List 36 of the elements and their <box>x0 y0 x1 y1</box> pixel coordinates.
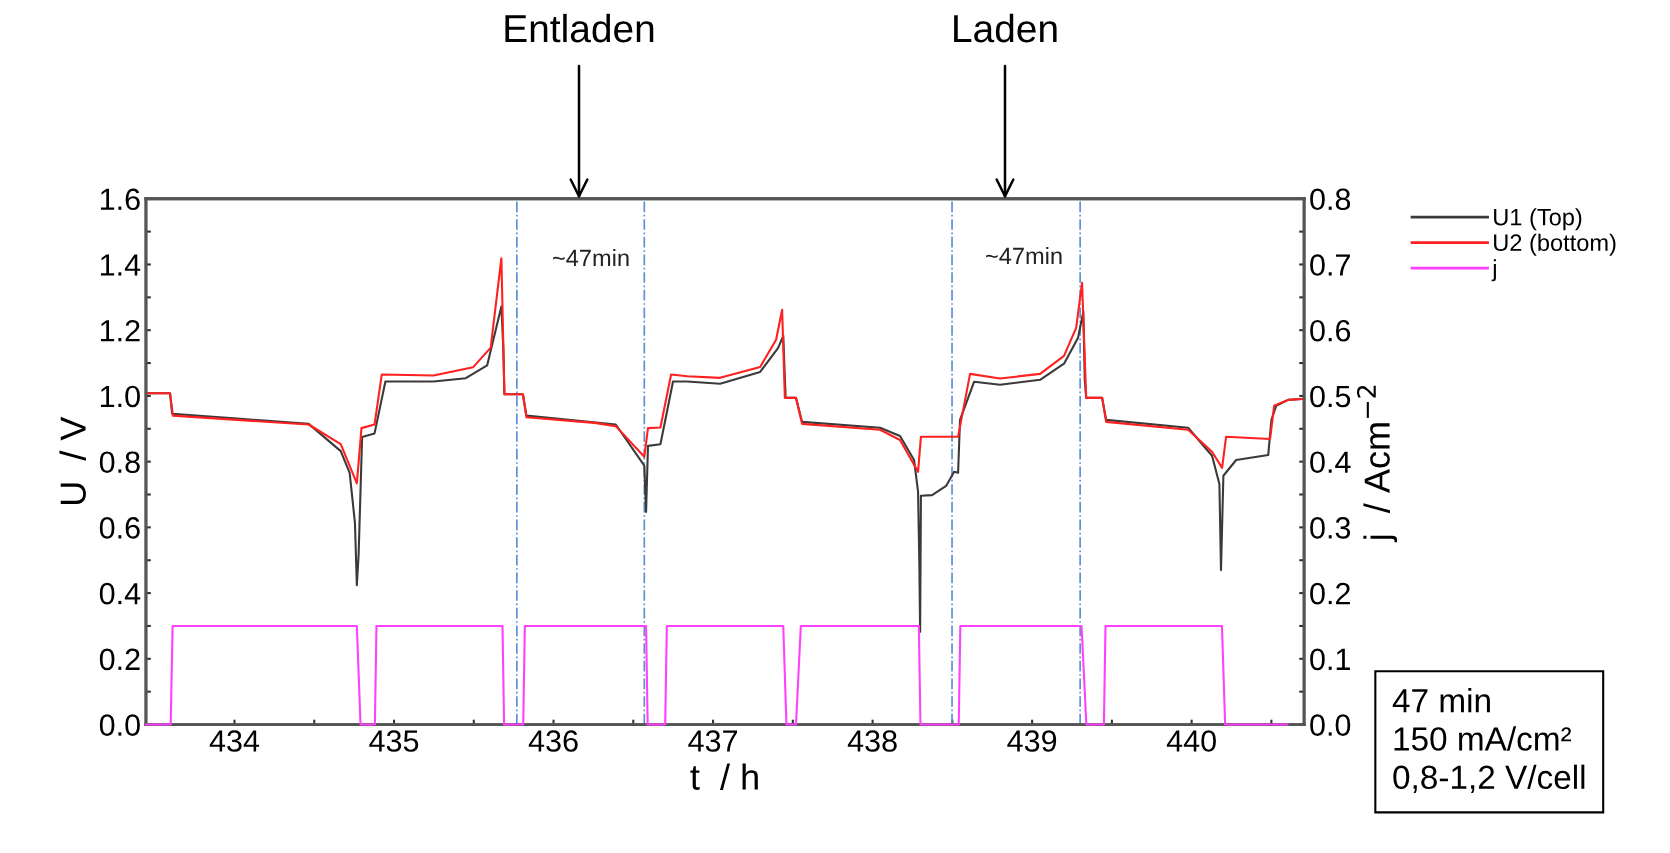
y2-tick-label: 0.3 <box>1310 517 1351 539</box>
x-tick-label: 439 <box>1007 730 1057 752</box>
text: Laden <box>954 13 1057 43</box>
y-axis-title: U / V <box>59 416 86 504</box>
y2-tick-label: 0.0 <box>1310 714 1351 736</box>
y2-tick-label: 0.8 <box>1310 188 1351 211</box>
y2-axis-title: j / Acm$^{−2}$ <box>1356 385 1398 543</box>
y2-tick-label: 0.4 <box>1310 451 1351 474</box>
x-tick-label: 435 <box>369 730 419 752</box>
y2-tick-label: 0.7 <box>1310 254 1350 276</box>
y-tick-label: 1.6 <box>100 188 140 211</box>
legend-label: j <box>1491 259 1496 282</box>
annotation: ~47min <box>986 247 1062 265</box>
y-tick-label: 0.0 <box>99 714 140 736</box>
y-tick-label: 0.4 <box>99 582 141 605</box>
y-tick-label: 0.8 <box>99 451 140 474</box>
x-tick-label: 438 <box>847 730 897 752</box>
y-tick-label: 1.4 <box>100 254 141 276</box>
annotation: ~47min <box>553 249 629 267</box>
y-tick-label: 0.6 <box>99 517 140 539</box>
x-tick-label: 434 <box>209 730 260 752</box>
x-tick-label: 437 <box>688 730 738 752</box>
y-tick-label: 1.2 <box>100 319 140 342</box>
y2-tick-label: 0.5 <box>1310 385 1351 408</box>
text: Entladen <box>505 13 654 43</box>
y2-tick-label: 0.2 <box>1310 582 1350 605</box>
x-tick-label: 440 <box>1166 730 1216 752</box>
y2-tick-label: 0.1 <box>1310 648 1350 671</box>
legend-label: U2 (bottom) <box>1494 233 1616 256</box>
legend-label: U1 (Top) <box>1494 208 1582 231</box>
y-tick-label: 1.0 <box>100 385 140 408</box>
text: 47 min 150 mA/cm² 0,8-1,2 V/cell <box>1392 688 1585 794</box>
y2-tick-label: 0.6 <box>1310 319 1351 342</box>
x-axis-title: t / h <box>690 763 758 790</box>
x-tick-label: 436 <box>528 730 578 752</box>
y-tick-label: 0.2 <box>99 648 140 671</box>
